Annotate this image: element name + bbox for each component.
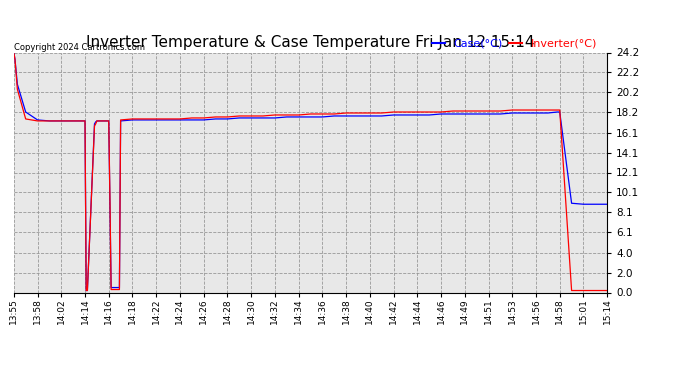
Title: Inverter Temperature & Case Temperature Fri Jan 12 15:14: Inverter Temperature & Case Temperature … bbox=[86, 35, 535, 50]
Text: Copyright 2024 Cartronics.com: Copyright 2024 Cartronics.com bbox=[14, 43, 145, 52]
Legend: Case(°C), Inverter(°C): Case(°C), Inverter(°C) bbox=[427, 34, 602, 53]
